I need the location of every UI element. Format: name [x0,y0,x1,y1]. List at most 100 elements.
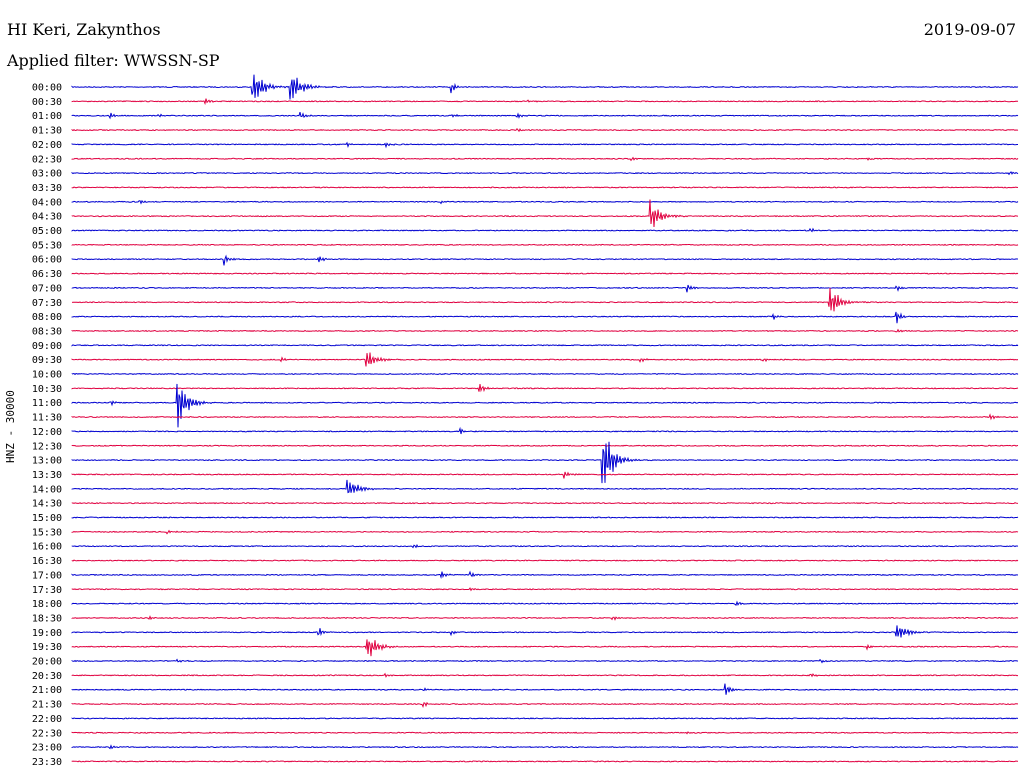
trace-line [71,98,1019,106]
row-time-label: 12:00 [32,427,62,438]
row-time-label: 03:00 [32,169,62,180]
date-label: 2019-09-07 [923,20,1016,39]
trace-line [71,272,1019,275]
row-time-label: 10:00 [32,370,62,381]
trace-line [71,639,1019,657]
row-time-label: 16:30 [32,556,62,567]
row-time-label: 16:00 [32,542,62,553]
row-time-label: 17:00 [32,570,62,581]
trace-line [71,544,1019,549]
trace-line [71,111,1019,120]
trace-line [71,127,1019,133]
trace-line [71,384,1019,393]
row-time-label: 20:30 [32,671,62,682]
trace-line [71,672,1019,678]
trace-line [71,744,1019,750]
trace-line [71,683,1019,695]
trace-line [71,352,1019,367]
row-time-label: 05:30 [32,240,62,251]
trace-line [71,328,1019,333]
trace-line [71,502,1019,505]
trace-line [71,141,1019,149]
row-time-label: 02:00 [32,140,62,151]
row-time-label: 15:30 [32,527,62,538]
trace-line [71,731,1019,735]
trace-line [71,559,1019,562]
row-time-label: 07:30 [32,298,62,309]
row-time-label: 14:00 [32,484,62,495]
trace-line [71,479,1019,494]
trace-line [71,413,1019,421]
row-time-label: 00:30 [32,97,62,108]
row-time-label: 22:00 [32,714,62,725]
row-time-label: 01:30 [32,126,62,137]
row-time-label: 04:30 [32,212,62,223]
row-time-label: 08:30 [32,326,62,337]
trace-line [71,516,1019,519]
row-time-label: 09:00 [32,341,62,352]
trace-line [71,171,1019,176]
row-time-label: 08:00 [32,312,62,323]
row-time-label: 23:30 [32,757,62,768]
row-time-label: 11:30 [32,413,62,424]
trace-line [71,717,1019,720]
row-time-label: 15:00 [32,513,62,524]
trace-line [71,701,1019,709]
row-time-label: 12:30 [32,441,62,452]
trace-line [71,471,1019,479]
trace-line [71,287,1019,312]
trace-line [71,344,1019,347]
trace-line [71,426,1019,435]
row-time-label: 10:30 [32,384,62,395]
row-time-label: 21:30 [32,700,62,711]
trace-line [71,372,1019,376]
trace-line [71,570,1019,580]
trace-line [71,600,1019,606]
row-time-label: 02:30 [32,154,62,165]
trace-line [71,615,1019,621]
row-time-label: 22:30 [32,728,62,739]
row-time-label: 07:00 [32,283,62,294]
row-time-label: 06:00 [32,255,62,266]
row-time-label: 23:00 [32,743,62,754]
trace-line [71,311,1019,324]
filter-label: Applied filter: WWSSN-SP [7,51,220,70]
row-time-label: 17:30 [32,585,62,596]
row-time-label: 19:30 [32,642,62,653]
trace-line [71,227,1019,233]
trace-line [71,383,1019,428]
row-time-label: 20:00 [32,657,62,668]
row-time-label: 13:30 [32,470,62,481]
trace-line [71,760,1019,763]
trace-line [71,254,1019,266]
trace-line [71,199,1019,228]
row-time-label: 18:00 [32,599,62,610]
trace-line [71,284,1019,293]
row-time-label: 13:00 [32,456,62,467]
trace-line [71,587,1019,592]
trace-line [71,156,1019,162]
row-time-label: 14:30 [32,499,62,510]
trace-line [71,444,1019,447]
trace-line [71,199,1019,205]
row-time-label: 05:00 [32,226,62,237]
trace-line [71,441,1019,484]
trace-line [71,186,1019,189]
row-time-label: 21:00 [32,685,62,696]
trace-line [71,243,1019,246]
row-time-label: 19:00 [32,628,62,639]
row-time-label: 03:30 [32,183,62,194]
trace-line [71,74,1019,100]
row-time-label: 11:00 [32,398,62,409]
row-time-label: 06:30 [32,269,62,280]
trace-line [71,529,1019,535]
row-time-label: 09:30 [32,355,62,366]
row-time-label: 00:00 [32,83,62,94]
trace-line [71,625,1019,638]
station-title: HI Keri, Zakynthos [7,20,161,39]
row-time-label: 04:00 [32,197,62,208]
row-time-label: 01:00 [32,111,62,122]
row-time-label: 18:30 [32,613,62,624]
trace-line [71,658,1018,664]
